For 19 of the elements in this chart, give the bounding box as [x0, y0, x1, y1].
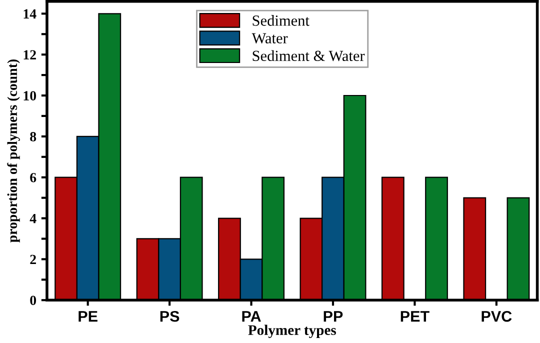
y-tick-label: 12 [24, 50, 36, 60]
x-tick-label: PA [242, 311, 261, 322]
x-tick-label: PS [160, 310, 180, 322]
y-tick-label: 2 [30, 254, 36, 264]
y-tick-label: 4 [30, 214, 36, 224]
x-axis-title: Polymer types [248, 324, 336, 338]
legend-label: Water [252, 33, 288, 44]
x-tick-label: PP [324, 311, 343, 322]
y-tick-label: 8 [30, 132, 36, 142]
y-tick-label: 14 [24, 9, 36, 18]
x-tick-label: PE [78, 311, 98, 322]
x-tick-label: PVC [482, 310, 512, 322]
y-tick-label: 10 [24, 91, 36, 100]
y-tick-label: 6 [30, 172, 36, 182]
legend-label: Sediment & Water [252, 50, 365, 62]
legend-label: Sediment [252, 15, 310, 26]
x-tick-label: PET [400, 311, 430, 322]
y-tick-label: 0 [30, 296, 36, 306]
y-axis-title: proportion of polymers (count) [7, 59, 20, 242]
